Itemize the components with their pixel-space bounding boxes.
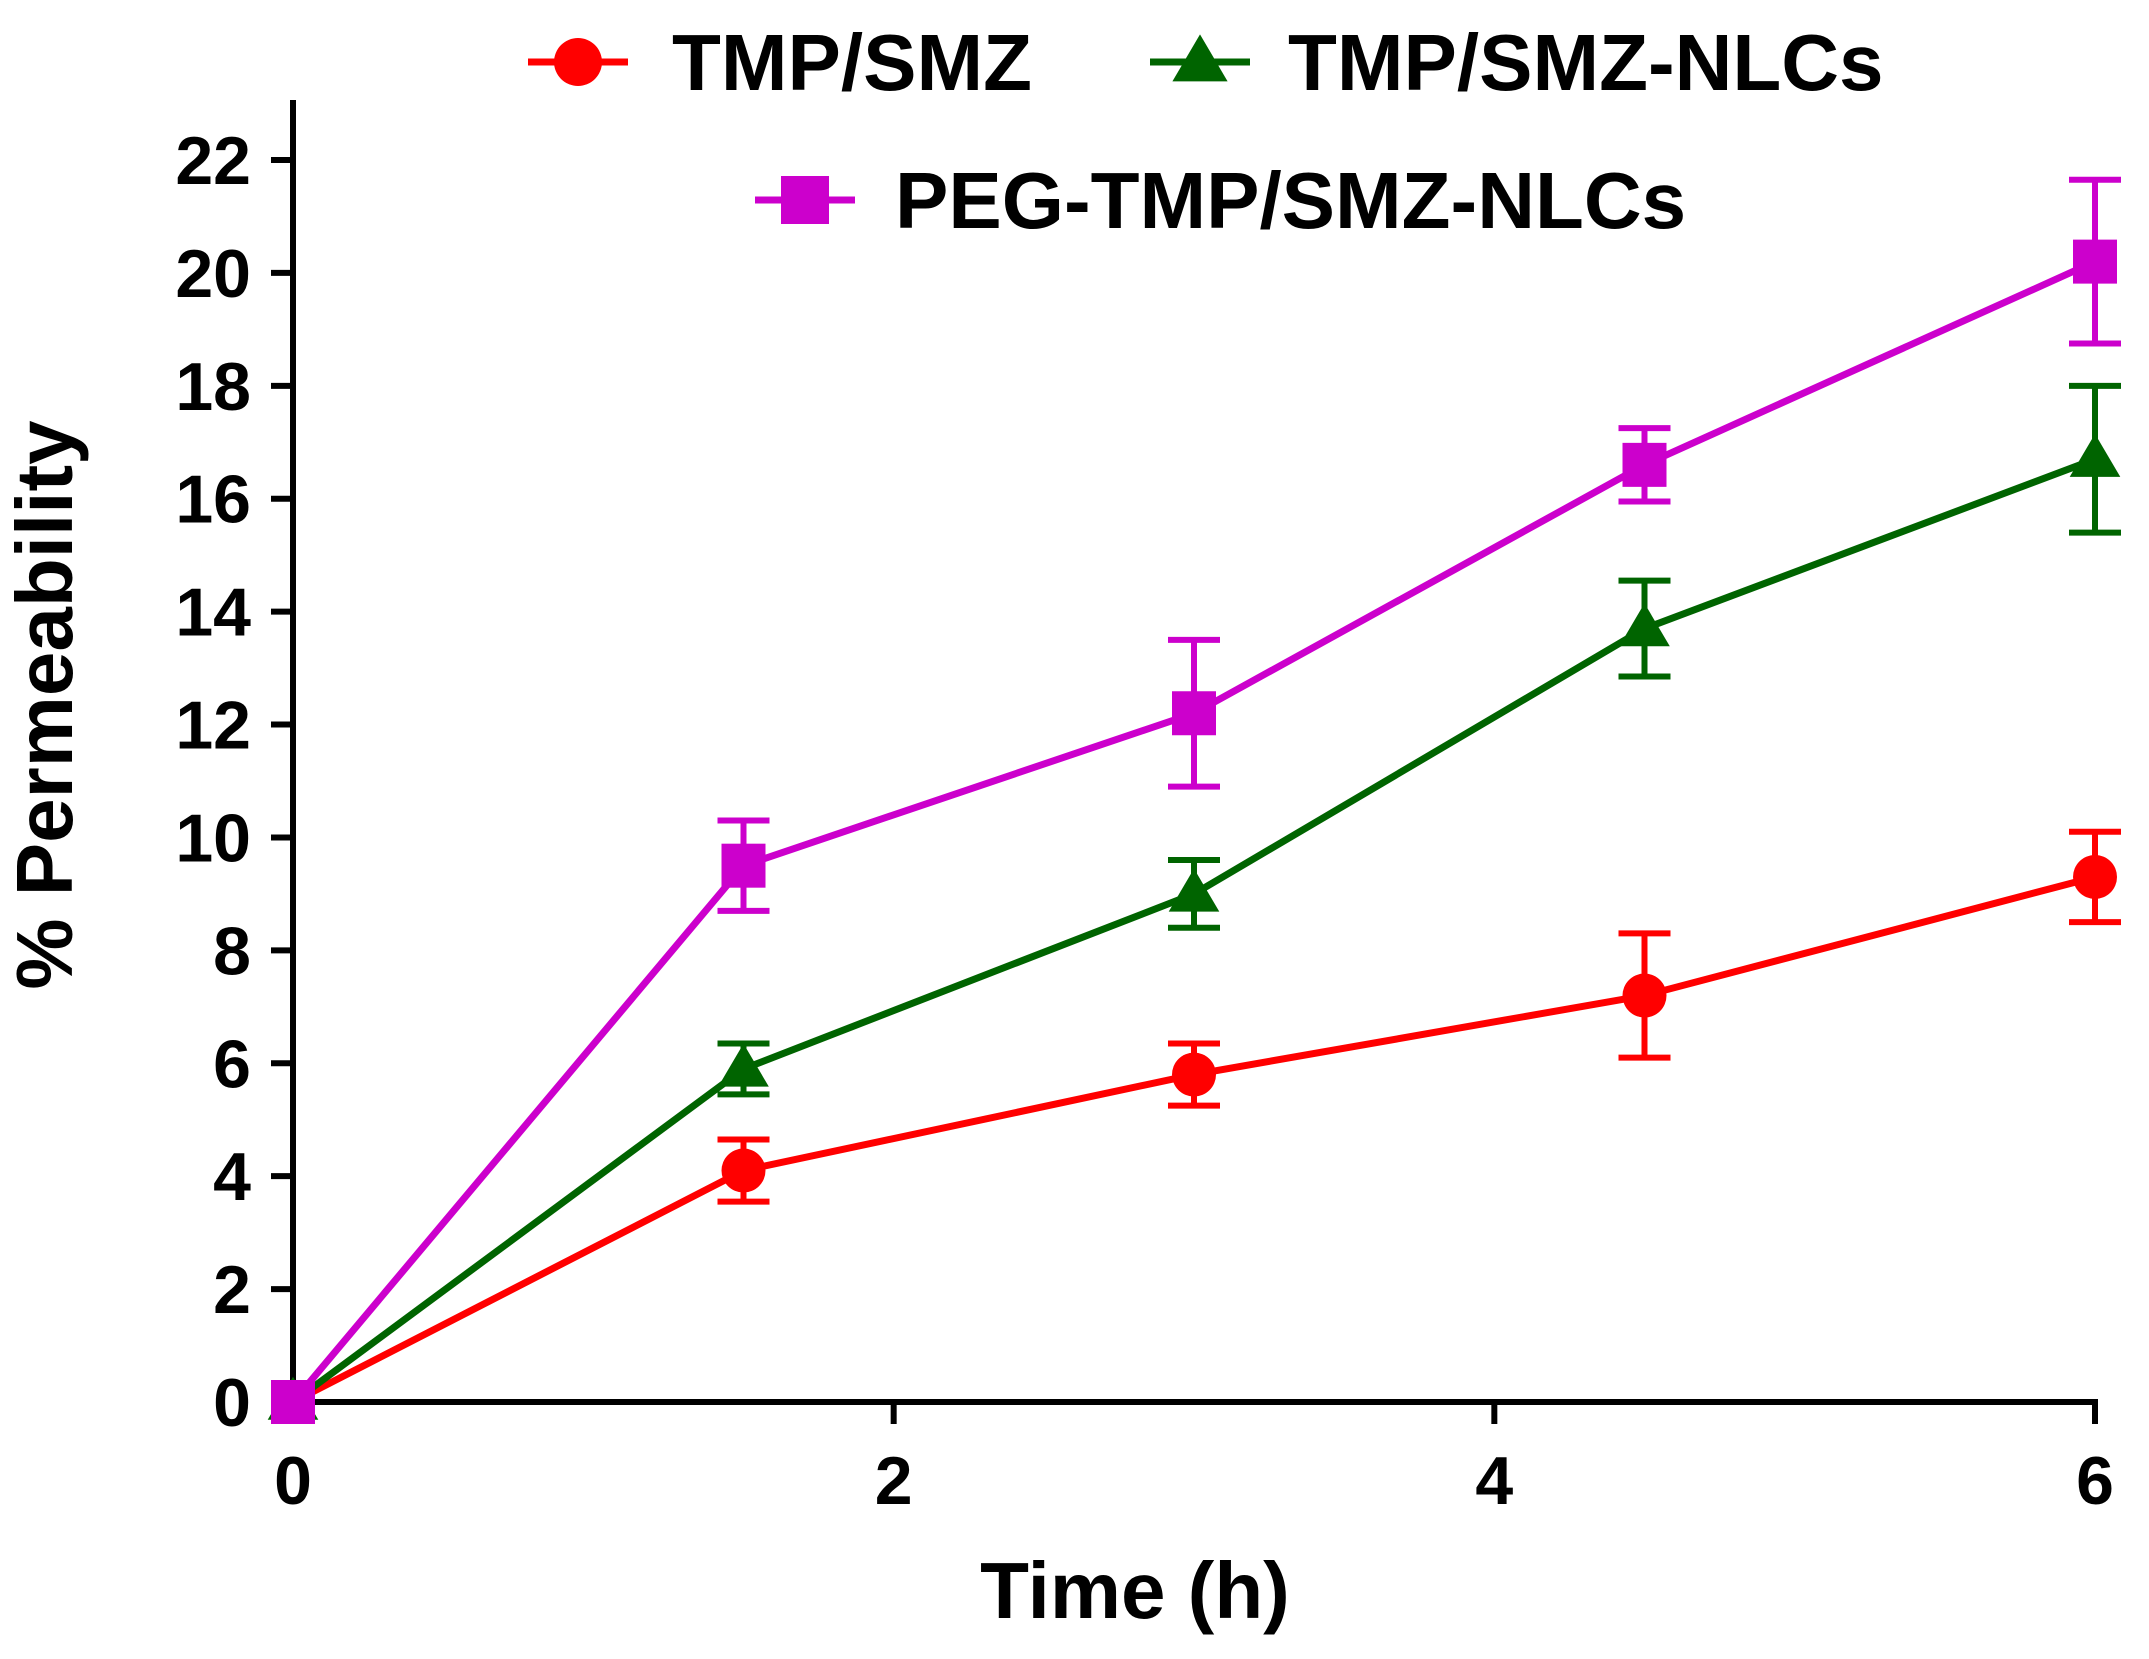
y-tick-label: 6 <box>213 1026 251 1102</box>
y-tick-label: 22 <box>175 123 251 199</box>
legend-label: TMP/SMZ-NLCs <box>1288 18 1884 107</box>
x-tick-label: 2 <box>875 1443 913 1519</box>
legend-label: TMP/SMZ <box>672 18 1032 107</box>
legend: TMP/SMZ TMP/SMZ-NLCs PEG-TMP/SMZ-NLCs <box>528 18 1884 245</box>
y-tick-label: 8 <box>213 913 251 989</box>
legend-item: TMP/SMZ <box>528 18 1032 107</box>
y-tick-label: 0 <box>213 1365 251 1441</box>
series-line <box>291 873 2096 1406</box>
y-tick-label: 14 <box>175 575 251 651</box>
x-tick-label: 6 <box>2076 1443 2114 1519</box>
data-point <box>1168 868 1220 912</box>
x-tick-label: 4 <box>1475 1443 1513 1519</box>
data-point <box>1172 691 1216 736</box>
y-axis-label: % Permeability <box>0 420 89 990</box>
data-point <box>2069 433 2121 477</box>
x-axis-label: Time (h) <box>980 1546 1290 1635</box>
series-tmp-smz-nlcs <box>267 382 2121 1420</box>
y-tick-label: 12 <box>175 688 251 764</box>
series-layer <box>267 176 2121 1424</box>
legend-marker <box>781 176 829 224</box>
y-tick-label: 10 <box>175 800 251 876</box>
legend-item: PEG-TMP/SMZ-NLCs <box>755 156 1686 245</box>
legend-item: TMP/SMZ-NLCs <box>1150 18 1884 107</box>
series-line <box>290 258 2097 1405</box>
data-point <box>271 1380 315 1424</box>
legend-marker <box>554 38 602 86</box>
data-point <box>1622 973 1667 1018</box>
legend-label: PEG-TMP/SMZ-NLCs <box>895 156 1686 245</box>
x-tick-label: 0 <box>274 1443 312 1519</box>
series-peg-tmp-smz-nlcs <box>271 176 2121 1424</box>
series-tmp-smz <box>271 828 2121 1424</box>
axes: 0 2 4 6 8 10 12 14 16 18 20 22 0 2 4 6 <box>175 100 2114 1519</box>
data-point <box>2073 854 2117 899</box>
data-point <box>2073 239 2117 284</box>
y-tick-label: 20 <box>175 236 251 312</box>
data-point <box>721 1148 766 1193</box>
legend-marker <box>1172 34 1228 82</box>
data-point <box>718 1043 769 1087</box>
data-point <box>1172 1052 1216 1097</box>
data-point <box>721 843 766 888</box>
y-tick-label: 16 <box>175 462 251 538</box>
data-point <box>1619 603 1670 647</box>
y-tick-label: 18 <box>175 349 251 425</box>
y-tick-label: 4 <box>213 1139 251 1215</box>
y-tick-label: 2 <box>213 1252 251 1328</box>
data-point <box>1622 442 1667 487</box>
